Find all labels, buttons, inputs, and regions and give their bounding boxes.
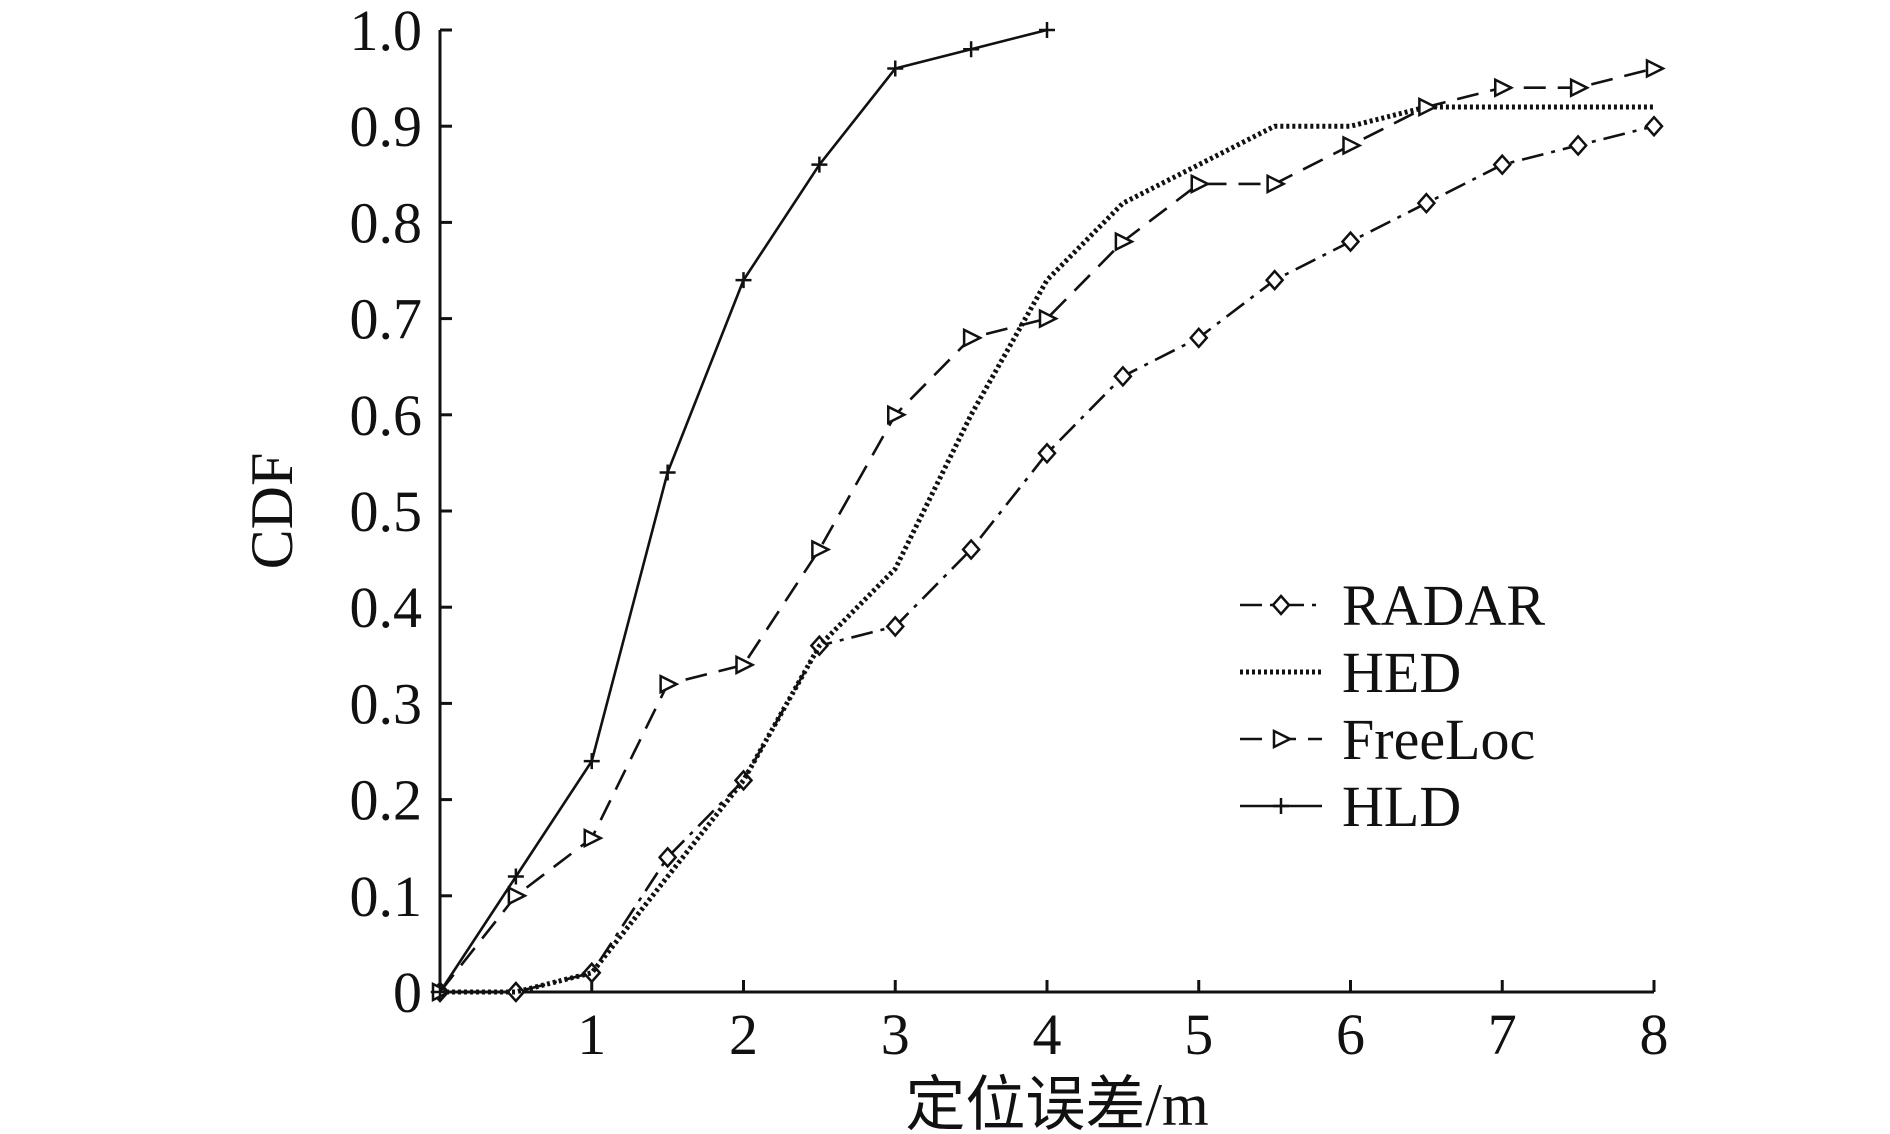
y-tick-label: 0.2 (350, 768, 423, 833)
data-point-hld (659, 464, 676, 481)
legend-item-freeloc: FreeLoc (1240, 707, 1535, 772)
axes (438, 30, 1654, 994)
data-point-radar (1189, 326, 1209, 349)
data-point-freeloc (1645, 58, 1666, 79)
legend-item-hed: HED (1240, 640, 1461, 705)
data-point-freeloc (1114, 231, 1135, 252)
data-point-radar (657, 846, 678, 869)
y-tick-label: 0.9 (350, 94, 423, 159)
data-point-freeloc (659, 674, 680, 695)
data-point-freeloc (962, 327, 983, 348)
data-point-radar (1264, 269, 1285, 292)
data-point-freeloc (1038, 308, 1059, 329)
data-point-freeloc (1342, 135, 1363, 156)
data-point-radar (1644, 115, 1664, 138)
data-point-freeloc (887, 404, 908, 425)
y-tick-label: 0.8 (350, 190, 423, 255)
y-tick-label: 0 (393, 960, 422, 1025)
y-tick-label: 1.0 (350, 0, 423, 63)
y-tick-label: 0.6 (350, 383, 423, 448)
data-point-freeloc (507, 885, 528, 906)
series-radar (430, 115, 1664, 1003)
x-ticks: 1 2 3 4 5 6 7 8 (577, 980, 1669, 1067)
series-hld (432, 22, 1055, 1000)
data-point-hld (583, 753, 600, 770)
legend-item-hld: HLD (1240, 774, 1461, 839)
y-axis-title: CDF (239, 453, 305, 570)
data-point-freeloc (1418, 96, 1439, 117)
x-tick-label: 1 (577, 1002, 606, 1067)
x-tick-label: 8 (1640, 1002, 1669, 1067)
data-point-radar (961, 538, 981, 561)
data-point-radar (1568, 134, 1588, 157)
data-point-freeloc (735, 654, 756, 675)
data-point-hld (963, 41, 980, 58)
legend-marker (1271, 594, 1291, 616)
legend-item-radar: RADAR (1240, 573, 1545, 638)
legend-label: RADAR (1342, 573, 1545, 638)
data-point-freeloc (1569, 77, 1590, 98)
data-point-freeloc (811, 539, 832, 560)
data-point-hld (735, 272, 752, 289)
x-tick-label: 3 (881, 1002, 910, 1067)
data-point-hld (432, 984, 448, 1000)
legend-marker (1272, 728, 1293, 750)
y-tick-label: 0.7 (350, 287, 423, 352)
data-point-hld (811, 156, 828, 173)
y-tick-label: 0.3 (350, 671, 423, 736)
y-ticks: 0 0.1 0.2 0.3 0.4 0.5 0.6 0.7 0.8 0.9 1.0 (350, 0, 452, 1025)
series-line-freeloc (438, 67, 1655, 993)
data-point-radar (1416, 192, 1437, 215)
data-point-radar (1340, 230, 1361, 253)
data-point-hld (887, 60, 904, 77)
series-layer (430, 22, 1666, 1003)
data-point-freeloc (1494, 77, 1515, 98)
data-point-radar (733, 769, 754, 792)
data-point-freeloc (1266, 173, 1287, 194)
legend-label: HED (1342, 640, 1461, 705)
data-point-freeloc (583, 828, 604, 849)
series-hed (440, 104, 1654, 995)
series-freeloc (431, 58, 1666, 1003)
data-point-radar (885, 615, 905, 638)
data-point-freeloc (1190, 173, 1211, 194)
x-tick-label: 5 (1184, 1002, 1213, 1067)
data-point-radar (1492, 153, 1512, 176)
y-tick-label: 0.4 (350, 575, 423, 640)
data-point-radar (1113, 365, 1133, 388)
y-tick-label: 0.1 (350, 864, 423, 929)
legend-label: FreeLoc (1342, 707, 1535, 772)
series-line-hed (440, 104, 1654, 995)
x-tick-label: 4 (1033, 1002, 1062, 1067)
x-tick-label: 2 (729, 1002, 758, 1067)
legend-marker (1273, 798, 1289, 814)
data-point-radar (582, 961, 602, 984)
data-point-radar (506, 981, 526, 1003)
series-line-radar (440, 124, 1655, 994)
data-point-hld (507, 868, 524, 885)
x-tick-label: 6 (1336, 1002, 1365, 1067)
x-tick-label: 7 (1488, 1002, 1517, 1067)
data-point-hld (1039, 22, 1055, 38)
series-line-hld (438, 28, 1048, 993)
x-axis-title: 定位误差/m (905, 1072, 1208, 1134)
y-tick-label: 0.5 (350, 479, 423, 544)
legend-label: HLD (1342, 774, 1461, 839)
data-point-radar (1037, 442, 1057, 465)
